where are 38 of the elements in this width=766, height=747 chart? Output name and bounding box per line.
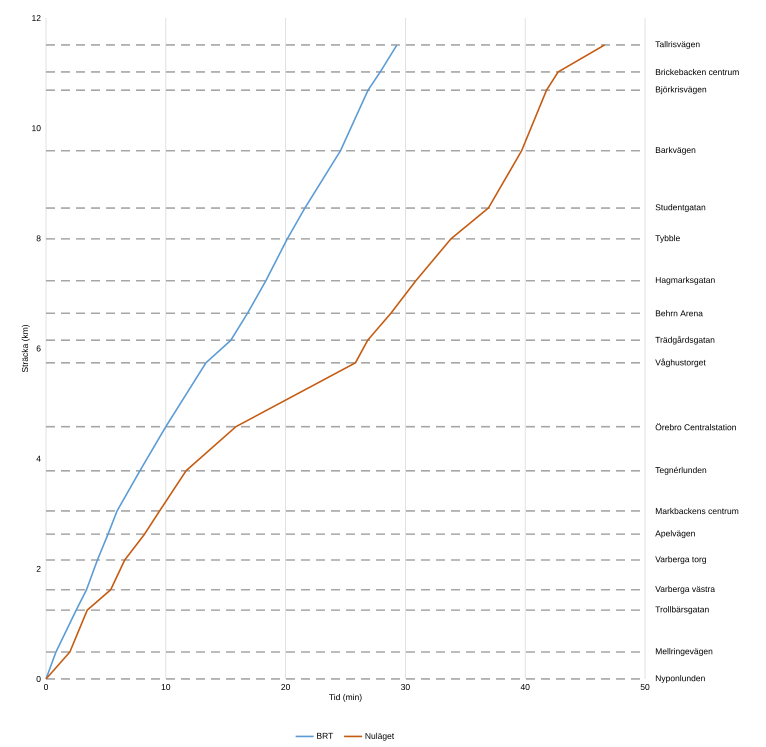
legend-label: BRT xyxy=(317,732,334,739)
ref-line-label: Barkvägen xyxy=(656,146,696,155)
ref-line-label: Studentgatan xyxy=(656,204,706,212)
line-series xyxy=(45,44,606,680)
ref-line-label: Tallrisvägen xyxy=(655,41,700,49)
ref-line-label: Björkrisvägen xyxy=(656,86,706,94)
ref-line-label: Trädgårdsgatan xyxy=(655,336,714,345)
ref-line-label: Markbackens centrum xyxy=(656,508,738,514)
ref-line-label: Brickebacken centrum xyxy=(656,68,739,76)
x-tick-label: 20 xyxy=(281,684,290,690)
ref-line-label: Hagmarksgatan xyxy=(656,276,715,285)
ref-line-label: Behrn Arena xyxy=(656,310,703,316)
y-tick-label: 6 xyxy=(36,345,41,352)
ref-line-label: Varberga torg xyxy=(655,556,706,564)
x-tick-label: 0 xyxy=(44,684,48,690)
x-tick-label: 40 xyxy=(520,684,530,690)
ref-line-label: Tybble xyxy=(655,234,680,243)
legend-label: Nuläget xyxy=(366,732,394,741)
ref-line-label: Våghustorget xyxy=(655,358,706,368)
ref-line-label: Apelvägen xyxy=(655,530,695,538)
ref-line-label: Tegnérlunden xyxy=(655,466,706,475)
y-tick-label: 0 xyxy=(36,676,41,682)
y-tick-label: 8 xyxy=(36,235,41,242)
x-tick-label: 10 xyxy=(162,684,170,690)
line-series xyxy=(45,44,398,680)
ref-line-label: Mellringevägen xyxy=(656,648,712,656)
ref-line-label: Trollbärsgatan xyxy=(655,606,709,614)
y-tick-label: 12 xyxy=(32,15,41,21)
y-axis-title: Sträcka (km) xyxy=(22,324,30,372)
x-tick-label: 30 xyxy=(401,684,410,690)
y-tick-label: 10 xyxy=(32,125,41,132)
ref-line-label: Nyponlunden xyxy=(656,675,705,683)
ref-line-label: Örebro Centralstation xyxy=(656,423,736,430)
y-tick-label: 2 xyxy=(36,566,41,572)
x-axis-title: Tid (min) xyxy=(329,694,362,702)
ref-line-label: Varberga västra xyxy=(655,586,716,594)
y-tick-label: 4 xyxy=(36,456,41,462)
x-tick-label: 50 xyxy=(640,684,650,690)
